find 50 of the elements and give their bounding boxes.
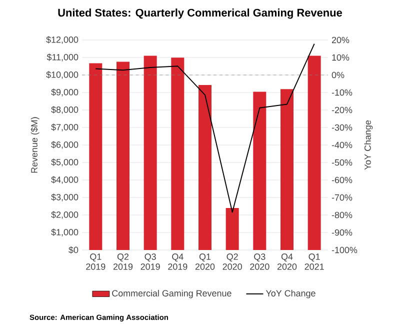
bar (226, 208, 239, 250)
y-tick-label: $10,000 (46, 71, 78, 79)
chart-title: United States: Quarterly Commerical Gaming Revenue (58, 8, 342, 19)
x-tick-label: Q3 2020 (250, 254, 270, 270)
y-tick-label: $6,000 (51, 141, 78, 149)
y-tick-label: $5,000 (51, 158, 78, 166)
bar (144, 56, 157, 250)
y2-tick-label: -50% (332, 159, 352, 166)
x-tick-label: Q4 2019 (168, 254, 188, 270)
y-tick-label: $0 (68, 246, 78, 254)
legend-label: YoY Change (266, 290, 316, 298)
y2-tick-label: 10% (332, 54, 350, 61)
y-tick-label: $1,000 (51, 228, 78, 236)
y2-tick-label: -10% (332, 89, 352, 96)
x-tick-label: Q2 2019 (113, 254, 133, 270)
x-tick-label: Q1 2021 (304, 254, 324, 270)
x-tick-label: Q1 2020 (195, 254, 215, 270)
y2-tick-label: 20% (332, 36, 350, 44)
x-tick-label: Q1 2019 (86, 254, 106, 270)
y-tick-label: $4,000 (51, 176, 78, 184)
bar (116, 62, 130, 250)
bar (171, 58, 184, 250)
bar (253, 92, 266, 250)
legend-label: Commercial Gaming Revenue (112, 290, 232, 298)
y2-tick-label: -20% (332, 106, 352, 114)
y2-tick-label: 0% (332, 72, 344, 78)
line-series (95, 43, 315, 213)
y2-tick-label: -60% (332, 176, 352, 184)
y2-axis-title: YoY Change (364, 120, 373, 170)
y2-tick-label: -70% (332, 194, 352, 201)
bar (89, 63, 102, 250)
y-tick-label: $9,000 (51, 88, 78, 96)
bar (198, 84, 212, 250)
y-tick-label: $8,000 (51, 106, 78, 114)
y-tick-label: $2,000 (51, 211, 78, 219)
y-tick-label: $12,000 (46, 36, 78, 44)
x-tick-label: Q3 2019 (140, 254, 160, 270)
y2-tick-label: -100% (332, 246, 358, 254)
x-tick-label: Q4 2020 (277, 254, 297, 270)
y2-tick-label: -30% (332, 124, 352, 131)
y2-tick-label: -40% (332, 142, 352, 148)
x-tick-label: Q2 2020 (222, 254, 242, 270)
y2-tick-label: -80% (332, 212, 352, 218)
y-axis-title: Revenue ($M) (30, 117, 40, 173)
y-tick-label: $3,000 (51, 194, 78, 202)
y-tick-label: $7,000 (51, 124, 78, 132)
bar (280, 89, 294, 250)
bar (308, 56, 321, 250)
y2-tick-label: -90% (332, 229, 352, 236)
y-tick-label: $11,000 (46, 54, 78, 62)
